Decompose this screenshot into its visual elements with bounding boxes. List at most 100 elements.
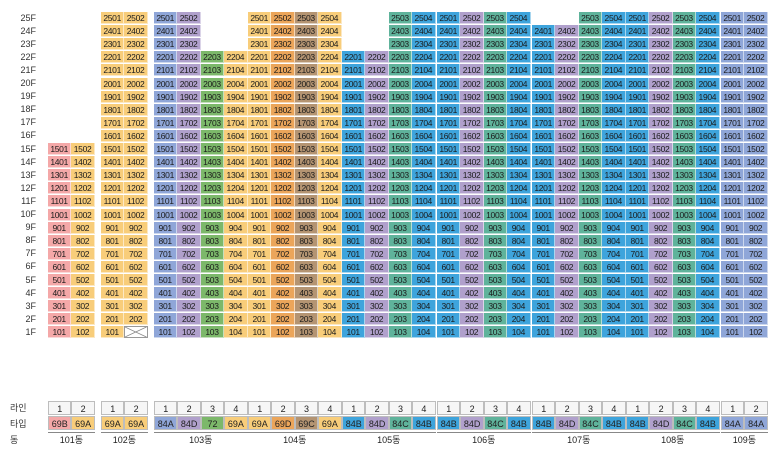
unit-cell: 2104 — [318, 64, 342, 77]
unit-cell: 1204 — [696, 182, 720, 195]
unit-cell: 1601 — [342, 129, 366, 142]
unit-cell: 2301 — [248, 38, 272, 51]
unit-cell: 704 — [696, 247, 720, 260]
unit-cell: 1201 — [248, 182, 272, 195]
unit-cell: 2401 — [626, 25, 650, 38]
unit-cell: 1004 — [696, 208, 720, 221]
unit-cell: 1604 — [507, 129, 531, 142]
unit-cell: 301 — [154, 300, 178, 313]
unit-cell: 1201 — [154, 182, 178, 195]
unit-cell: 1602 — [365, 129, 389, 142]
unit-cell: 1304 — [696, 169, 720, 182]
unit-cell: 1002 — [744, 208, 768, 221]
unit-cell: 903 — [672, 221, 697, 234]
unit-cell: 802 — [460, 234, 484, 247]
unit-cell: 2002 — [555, 77, 579, 90]
unit-cell: 903 — [388, 221, 413, 234]
line-number: 2 — [124, 401, 148, 415]
unit-cell: 1704 — [412, 116, 436, 129]
unit-type: 84B — [342, 416, 366, 430]
unit-cell: 2202 — [271, 51, 295, 64]
unit-cell: 501 — [154, 274, 178, 286]
unit-cell: 1904 — [412, 90, 436, 103]
unit-cell: 204 — [412, 313, 436, 326]
unit-cell: 1102 — [71, 195, 95, 208]
unit-cell: 202 — [177, 313, 201, 326]
unit-cell: 1003 — [672, 208, 697, 221]
unit-type: 84A — [154, 416, 178, 430]
unit-cell: 1402 — [555, 156, 579, 169]
unit-cell: 1802 — [271, 103, 295, 116]
unit-cell: 1302 — [460, 169, 484, 182]
unit-cell: 202 — [744, 313, 768, 326]
unit-cell: 1703 — [578, 116, 603, 129]
unit-cell: 1404 — [696, 156, 720, 169]
unit-cell: 2504 — [412, 12, 436, 24]
unit-cell: 402 — [365, 287, 389, 300]
unit-cell: 2101 — [437, 64, 461, 77]
unit-cell: 1402 — [177, 156, 201, 169]
unit-cell: 2201 — [154, 51, 178, 64]
unit-cell: 1802 — [460, 103, 484, 116]
unit-cell: 404 — [224, 287, 248, 300]
unit-cell: 601 — [48, 260, 72, 273]
unit-cell: 1301 — [48, 169, 72, 182]
unit-cell: 101 — [154, 326, 178, 339]
unit-cell: 602 — [649, 260, 673, 273]
unit-cell: 1601 — [437, 129, 461, 142]
unit-cell: 204 — [602, 313, 626, 326]
unit-cell: 403 — [388, 287, 413, 300]
type-row-label: 타입 — [10, 419, 27, 429]
unit-cell: 701 — [626, 247, 650, 260]
unit-cell: 2401 — [248, 25, 272, 38]
unit-cell: 2502 — [744, 12, 768, 24]
unit-cell: 602 — [271, 260, 295, 273]
unit-cell: 2502 — [460, 12, 484, 24]
unit-cell: 201 — [342, 313, 366, 326]
unit-cell: 904 — [224, 221, 248, 234]
unit-cell: 2303 — [388, 38, 413, 51]
unit-cell: 1303 — [388, 169, 413, 182]
unit-cell: 1503 — [578, 143, 603, 155]
unit-cell: 801 — [532, 234, 556, 247]
floor-label: 1F — [25, 326, 36, 337]
unit-cell: 401 — [437, 287, 461, 300]
unit-cell: 902 — [744, 221, 768, 234]
unit-cell: 1304 — [412, 169, 436, 182]
unit-cell: 1902 — [365, 90, 389, 103]
unit-cell: 2001 — [342, 77, 366, 90]
unit-cell: 802 — [365, 234, 389, 247]
unit-cell: 903 — [200, 221, 225, 234]
unit-cell: 103 — [483, 326, 508, 339]
unit-cell: 1501 — [532, 143, 556, 155]
unit-cell: 603 — [483, 260, 508, 273]
unit-cell: 603 — [672, 260, 697, 273]
unit-type: 84D — [649, 416, 673, 430]
unit-cell: 303 — [483, 300, 508, 313]
unit-cell: 601 — [101, 260, 125, 273]
unit-cell: 502 — [271, 274, 295, 286]
unit-cell: 1801 — [532, 103, 556, 116]
unit-cell: 101 — [101, 326, 125, 339]
floor-label: 4F — [25, 287, 36, 298]
unit-cell: 303 — [672, 300, 697, 313]
unit-cell: 1804 — [602, 103, 626, 116]
unit-cell: 901 — [101, 221, 125, 234]
unit-cell: 2503 — [578, 12, 603, 24]
unit-cell: 1604 — [318, 129, 342, 142]
unit-cell: 1004 — [412, 208, 436, 221]
unit-cell: 204 — [507, 313, 531, 326]
unit-cell: 403 — [294, 287, 319, 300]
line-number: 2 — [71, 401, 95, 415]
unit-cell: 1801 — [721, 103, 745, 116]
unit-cell: 1202 — [460, 182, 484, 195]
floor-label: 3F — [25, 300, 36, 311]
unit-cell: 1804 — [318, 103, 342, 116]
line-number: 2 — [649, 401, 673, 415]
unit-cell: 1002 — [460, 208, 484, 221]
unit-cell: 2304 — [602, 38, 626, 51]
unit-cell: 2102 — [744, 64, 768, 77]
unit-cell: 1001 — [626, 208, 650, 221]
line-number: 2 — [271, 401, 295, 415]
unit-cell: 403 — [578, 287, 603, 300]
